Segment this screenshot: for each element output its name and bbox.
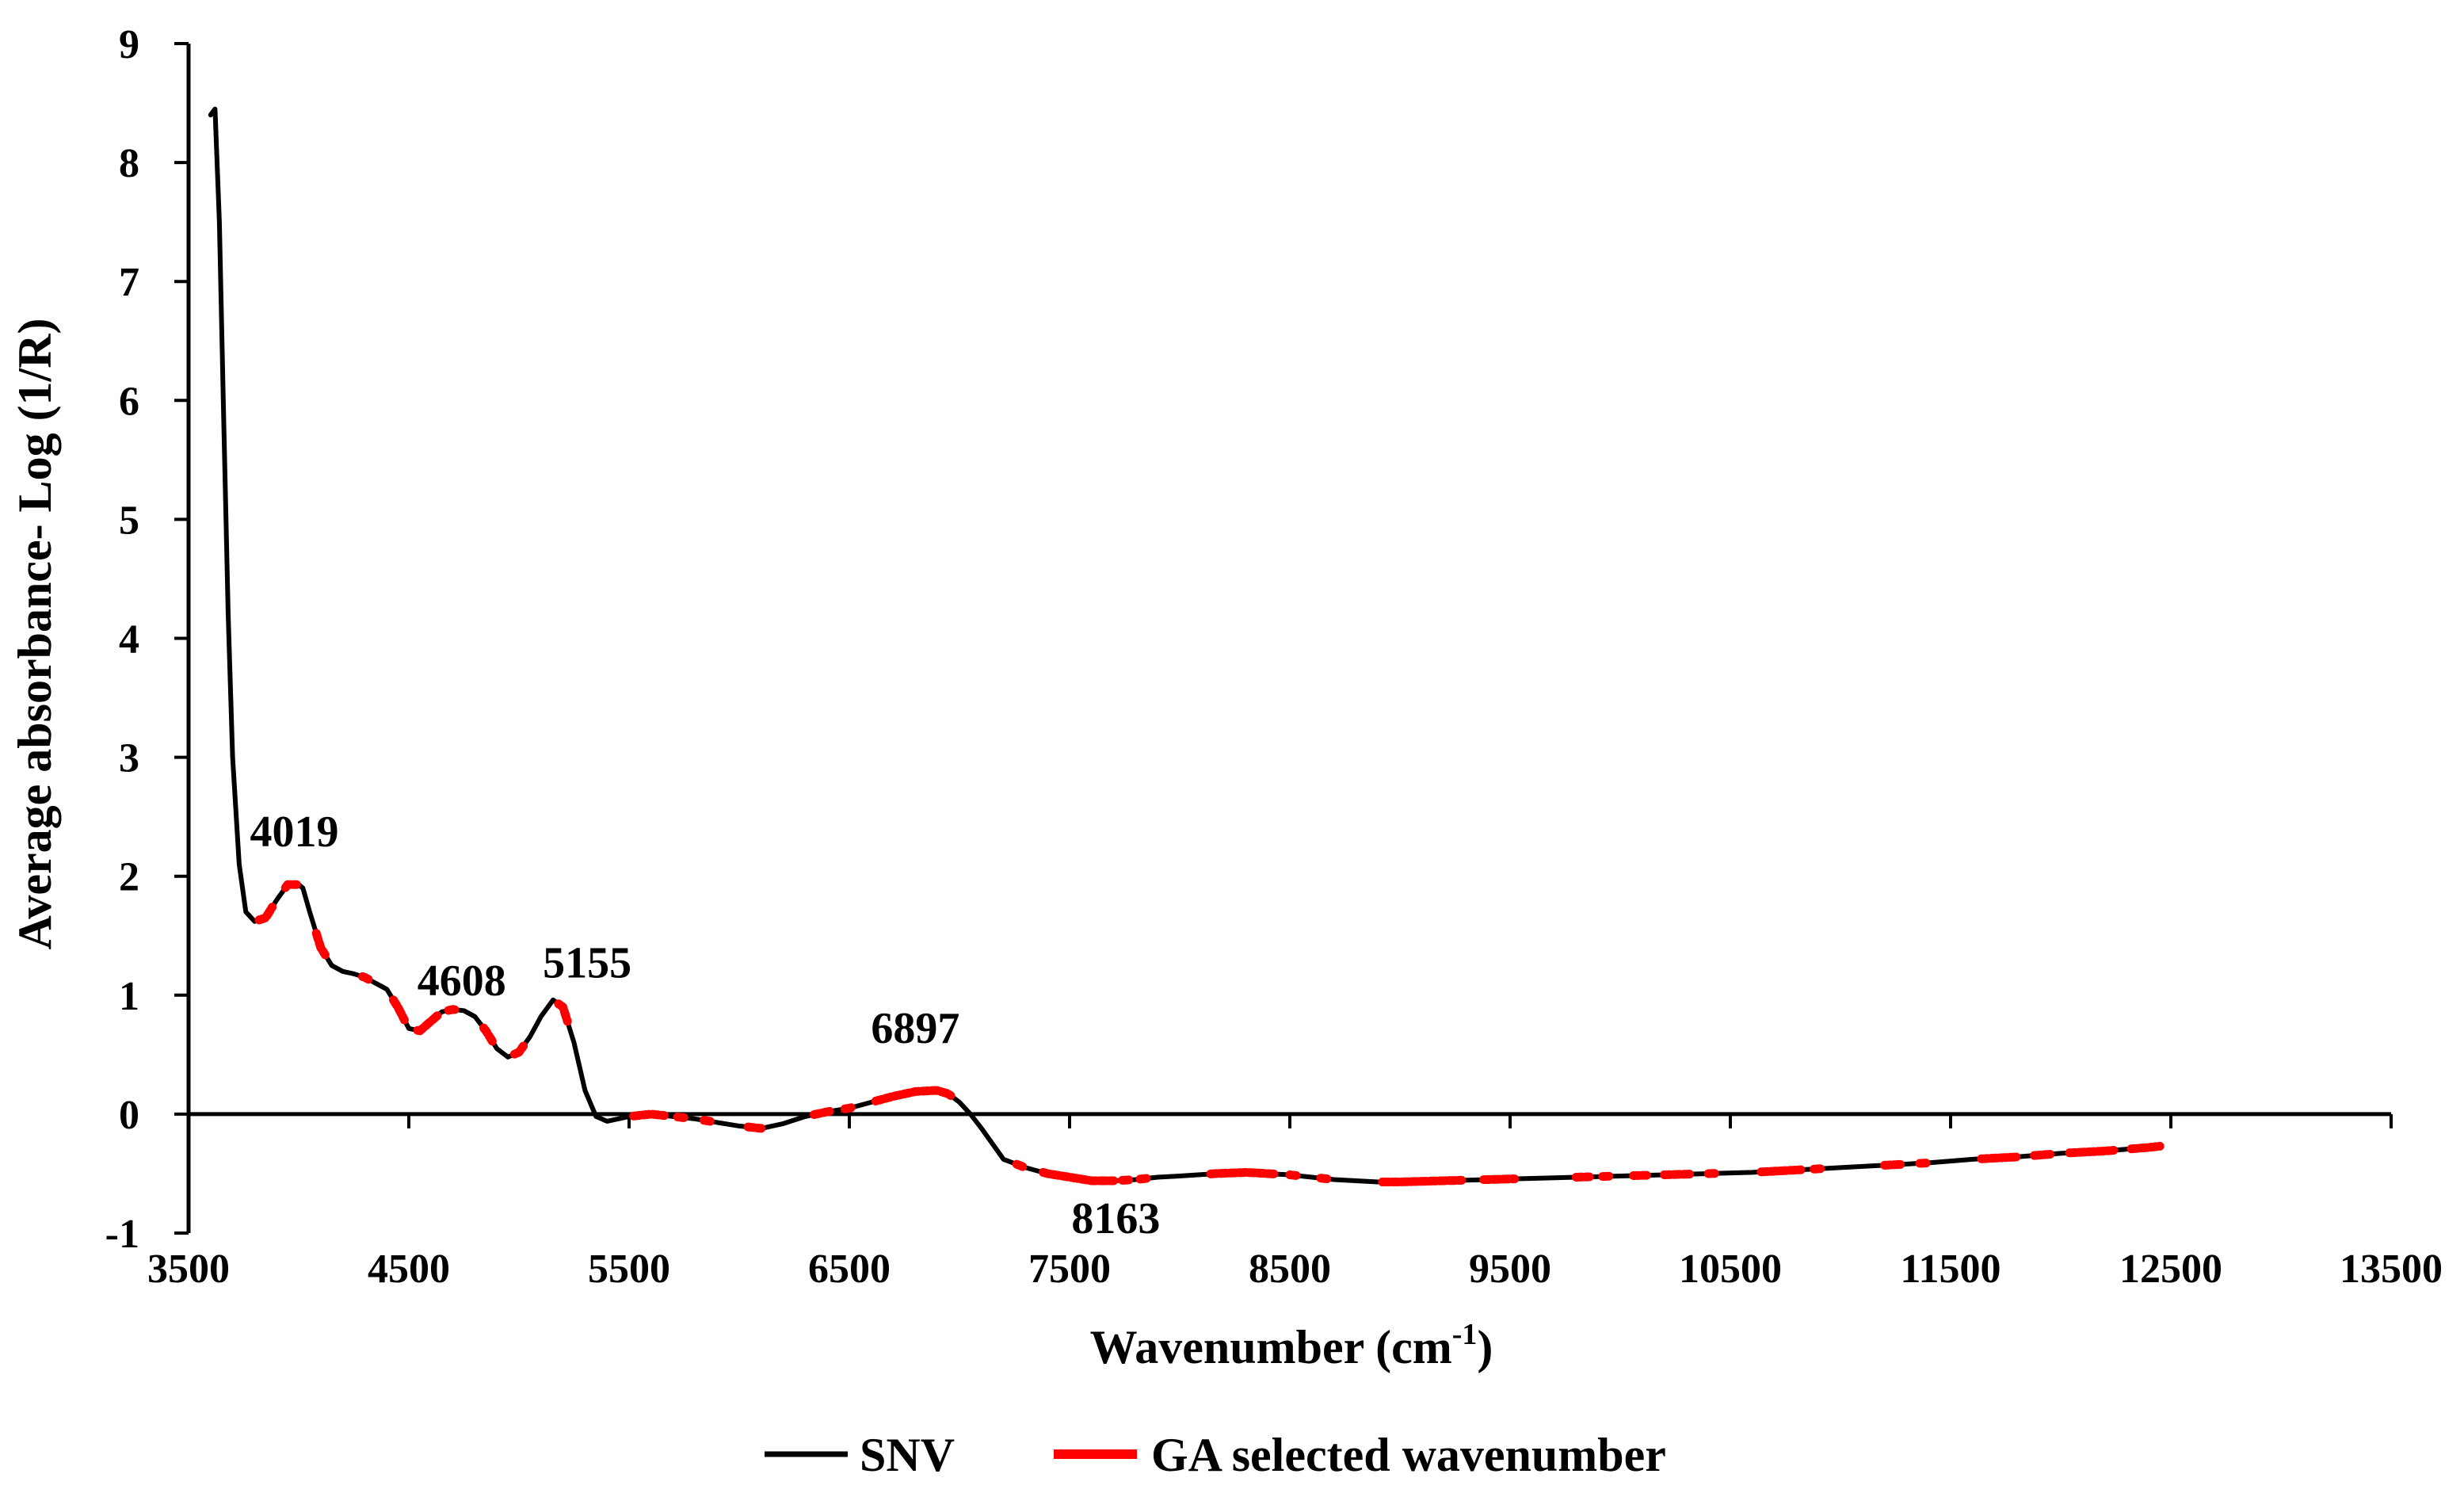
y-tick-label: 6 bbox=[119, 379, 139, 424]
x-tick-label: 8500 bbox=[1249, 1247, 1331, 1292]
ga-selected-segment bbox=[1039, 1167, 1119, 1186]
ga-selected-segment bbox=[840, 1102, 859, 1113]
y-tick-label: 4 bbox=[119, 617, 139, 662]
ga-selected-segment bbox=[700, 1116, 718, 1126]
ga-selected-segment bbox=[810, 1106, 837, 1119]
ga-selected-segment bbox=[673, 1113, 691, 1123]
x-axis-title-main: Wavenumber (cm bbox=[1090, 1321, 1452, 1373]
ga-selected-segment bbox=[1479, 1174, 1520, 1185]
ga-selected-segment bbox=[389, 995, 409, 1025]
ga-selected-segment bbox=[1810, 1164, 1828, 1174]
ga-selected-segment bbox=[871, 1086, 955, 1105]
series-ga-selected-wavenumber bbox=[254, 880, 2165, 1186]
ga-selected-segment bbox=[2126, 1141, 2165, 1154]
peak-label: 8163 bbox=[1071, 1194, 1160, 1243]
ga-selected-segment bbox=[629, 1109, 669, 1121]
legend: SNV GA selected wavenumber bbox=[765, 1429, 1666, 1481]
ga-selected-segment bbox=[254, 903, 277, 925]
ga-selected-segment bbox=[413, 1009, 444, 1036]
x-axis-title-close: ) bbox=[1477, 1321, 1493, 1373]
ga-selected-segment bbox=[479, 1023, 498, 1046]
ga-selected-segment bbox=[1880, 1159, 1907, 1170]
x-tick-label: 5500 bbox=[588, 1247, 670, 1292]
x-tick-label: 9500 bbox=[1469, 1247, 1551, 1292]
y-tick-label: 2 bbox=[119, 855, 139, 900]
series-line-snv bbox=[208, 106, 2163, 1185]
x-tick-label: 12500 bbox=[2119, 1247, 2222, 1292]
ga-selected-segment bbox=[509, 1041, 528, 1059]
x-tick-label: 7500 bbox=[1028, 1247, 1111, 1292]
y-axis-tick-labels: -1 0 1 2 3 4 5 6 7 8 9 bbox=[105, 22, 139, 1257]
x-tick-label: 4500 bbox=[368, 1247, 450, 1292]
peak-label: 4608 bbox=[418, 957, 506, 1006]
x-tick-label: 3500 bbox=[147, 1247, 230, 1292]
y-tick-label: 3 bbox=[119, 736, 139, 781]
legend-label-snv: SNV bbox=[860, 1429, 955, 1481]
x-tick-label: 13500 bbox=[2340, 1247, 2443, 1292]
peak-annotations: 4019 4608 5155 6897 8163 bbox=[250, 808, 1160, 1243]
ga-selected-segment bbox=[1012, 1159, 1030, 1172]
y-tick-label: 7 bbox=[119, 260, 139, 305]
y-tick-label: 5 bbox=[119, 498, 139, 543]
y-tick-label: -1 bbox=[105, 1212, 139, 1257]
ga-selected-segment bbox=[1285, 1170, 1303, 1181]
ga-selected-segment bbox=[1977, 1152, 2021, 1163]
peak-label: 4019 bbox=[250, 808, 338, 857]
ga-selected-segment bbox=[280, 880, 301, 892]
x-tick-label: 11500 bbox=[1900, 1247, 2001, 1292]
y-tick-label: 1 bbox=[119, 974, 139, 1019]
y-axis-title: Average absorbance- Log (1/R) bbox=[9, 318, 61, 949]
legend-label-ga: GA selected wavenumber bbox=[1151, 1429, 1666, 1481]
x-axis-title: Wavenumber (cm-1) bbox=[1090, 1318, 1493, 1373]
ga-selected-segment bbox=[1135, 1174, 1154, 1184]
plot-area: 3500 4500 5500 6500 7500 8500 9500 10500 11500 12… bbox=[105, 22, 2443, 1292]
ga-selected-segment bbox=[1316, 1174, 1334, 1184]
x-axis-ticks bbox=[187, 1113, 2393, 1128]
ga-selected-segment bbox=[1206, 1167, 1281, 1179]
ga-selected-segment bbox=[311, 929, 330, 960]
peak-label: 6897 bbox=[871, 1004, 959, 1053]
ga-selected-segment bbox=[2030, 1149, 2057, 1160]
y-tick-label: 9 bbox=[119, 22, 139, 67]
ga-selected-segment bbox=[1571, 1172, 1594, 1182]
ga-selected-segment bbox=[1660, 1170, 1695, 1179]
y-tick-label: 0 bbox=[119, 1093, 139, 1138]
ga-selected-segment bbox=[1756, 1165, 1806, 1177]
ga-selected-segment bbox=[1378, 1175, 1467, 1186]
y-tick-label: 8 bbox=[119, 141, 139, 186]
x-axis-tick-labels: 3500 4500 5500 6500 7500 8500 9500 10500 11500 12… bbox=[147, 1247, 2443, 1292]
ga-selected-segment bbox=[2065, 1146, 2119, 1158]
y-axis-ticks bbox=[174, 42, 189, 1235]
peak-label: 5155 bbox=[543, 938, 631, 987]
x-tick-label: 10500 bbox=[1679, 1247, 1782, 1292]
ga-selected-segment bbox=[358, 972, 374, 984]
ga-selected-segment bbox=[554, 999, 572, 1026]
x-tick-label: 6500 bbox=[808, 1247, 891, 1292]
x-axis-title-sup: -1 bbox=[1452, 1318, 1478, 1351]
ga-selected-segment bbox=[743, 1122, 766, 1133]
ga-selected-segment bbox=[1118, 1175, 1136, 1185]
